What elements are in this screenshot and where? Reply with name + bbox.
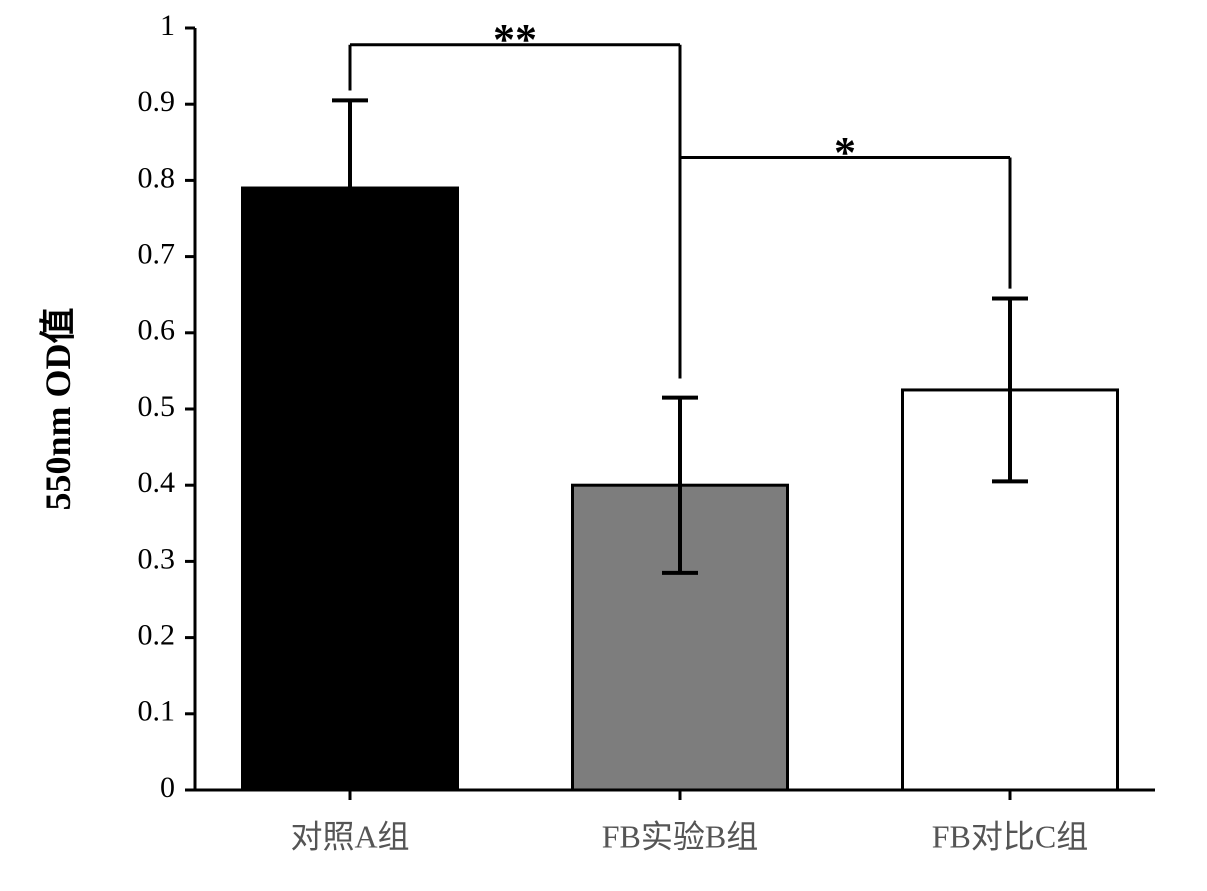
y-tick-label: 0.5 xyxy=(138,390,176,423)
y-tick-label: 0 xyxy=(160,771,175,804)
x-axis-label: FB实验B组 xyxy=(602,818,759,854)
y-tick-label: 0.2 xyxy=(138,618,176,651)
x-axis-label: 对照A组 xyxy=(290,818,409,854)
y-tick-label: 0.6 xyxy=(138,314,176,347)
x-axis-label: FB对比C组 xyxy=(932,818,1089,854)
sig-label: ** xyxy=(493,15,537,64)
bar xyxy=(243,188,458,790)
y-tick-label: 0.3 xyxy=(138,542,176,575)
sig-label: * xyxy=(834,128,856,177)
bar-chart: 0 0.1 0.2 0.3 0.4 0.5 0.6 0.7 0.8 0.9 1 对照A组 FB实验B组 F… xyxy=(0,0,1207,891)
y-tick-label: 0.9 xyxy=(138,85,176,118)
y-axis-label: 550nm OD值 xyxy=(29,307,81,510)
y-tick-label: 1 xyxy=(160,9,175,42)
y-tick-label: 0.7 xyxy=(138,237,176,270)
chart-svg: 0 0.1 0.2 0.3 0.4 0.5 0.6 0.7 0.8 0.9 1 对照A组 FB实验B组 F… xyxy=(0,0,1207,891)
y-tick-label: 0.1 xyxy=(138,695,176,728)
y-tick-label: 0.4 xyxy=(138,466,176,499)
y-tick-label: 0.8 xyxy=(138,161,176,194)
